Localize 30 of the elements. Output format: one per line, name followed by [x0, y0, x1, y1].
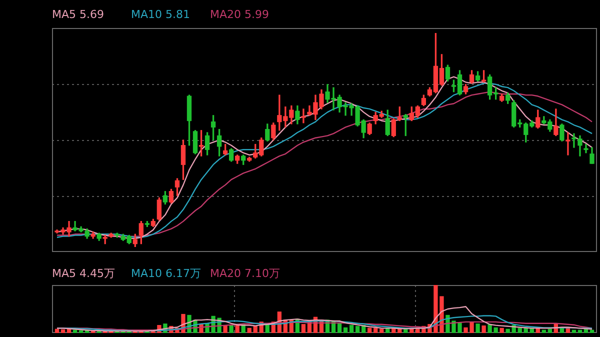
- bar: [349, 324, 354, 333]
- bar: [235, 324, 240, 333]
- text: MA10 5.81: [131, 8, 192, 21]
- bar: [355, 326, 360, 333]
- text: MA5 5.69: [52, 8, 106, 21]
- bar: [572, 330, 576, 333]
- bar: [380, 328, 384, 333]
- bar: [368, 328, 372, 333]
- bar: [500, 328, 504, 333]
- bar: [548, 328, 552, 333]
- text: MA20 5.99: [210, 8, 270, 21]
- bar: [518, 328, 522, 333]
- bar: [506, 328, 510, 333]
- bar: [476, 324, 480, 333]
- bar: [247, 328, 252, 333]
- bar: [60, 329, 66, 333]
- bar: [482, 325, 486, 333]
- bar: [590, 330, 594, 333]
- bar: [301, 324, 306, 333]
- bar: [542, 330, 546, 333]
- bar: [229, 324, 234, 333]
- text: MA20 7.10万: [210, 266, 282, 281]
- bar: [374, 328, 378, 333]
- bar: [72, 330, 78, 333]
- bar: [337, 324, 342, 333]
- text: MA10 6.17万: [131, 266, 202, 281]
- bar: [54, 328, 60, 333]
- bar: [343, 327, 348, 333]
- text: MA5 4.45万: [52, 266, 116, 281]
- bar: [578, 330, 582, 333]
